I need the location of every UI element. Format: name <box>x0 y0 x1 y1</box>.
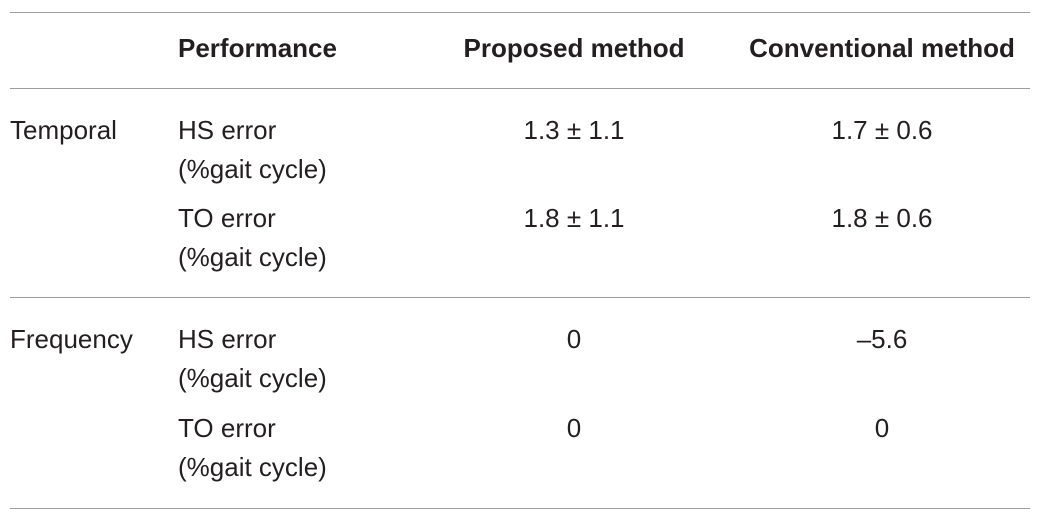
metric-unit: (%gait cycle) <box>178 242 327 272</box>
metric-label: TO error (%gait cycle) <box>178 409 327 487</box>
header-proposed-method: Proposed method <box>463 33 685 63</box>
proposed-value: 0 <box>566 413 582 443</box>
conventional-value: 1.7 ± 0.6 <box>831 115 933 145</box>
table-top-rule <box>10 12 1030 13</box>
metric-label: HS error (%gait cycle) <box>178 111 327 189</box>
metric-name: TO error <box>178 413 276 443</box>
conventional-value: 1.8 ± 0.6 <box>831 203 933 233</box>
header-performance: Performance <box>178 33 337 63</box>
table-bottom-rule <box>10 508 1030 509</box>
metric-name: TO error <box>178 203 276 233</box>
proposed-value: 0 <box>566 324 582 354</box>
metric-unit: (%gait cycle) <box>178 452 327 482</box>
metric-unit: (%gait cycle) <box>178 363 327 393</box>
metric-label: HS error (%gait cycle) <box>178 320 327 398</box>
metric-label: TO error (%gait cycle) <box>178 199 327 277</box>
conventional-value: –5.6 <box>856 324 908 354</box>
category-frequency: Frequency <box>10 324 133 354</box>
header-conventional-method: Conventional method <box>749 33 1015 63</box>
proposed-value: 1.8 ± 1.1 <box>523 203 625 233</box>
group-divider-rule <box>10 297 1030 298</box>
proposed-value: 1.3 ± 1.1 <box>523 115 625 145</box>
conventional-value: 0 <box>874 413 890 443</box>
category-temporal: Temporal <box>10 115 117 145</box>
metric-name: HS error <box>178 324 277 354</box>
metric-unit: (%gait cycle) <box>178 154 327 184</box>
header-rule <box>10 88 1030 89</box>
metric-name: HS error <box>178 115 277 145</box>
